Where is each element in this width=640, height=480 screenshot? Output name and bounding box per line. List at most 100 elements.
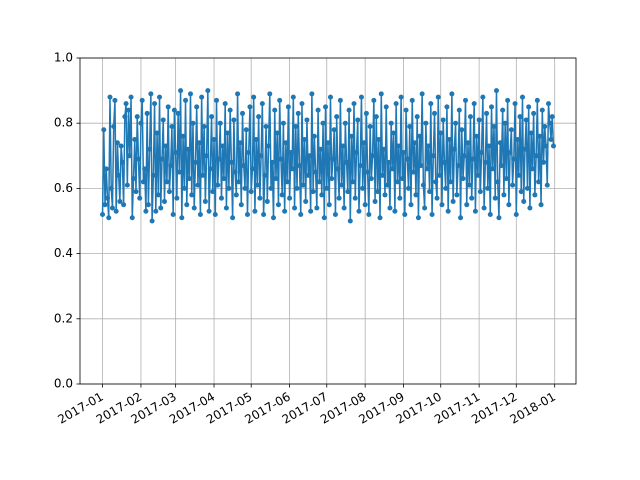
marker	[102, 202, 108, 208]
marker	[221, 176, 227, 182]
marker	[451, 146, 457, 152]
marker	[285, 104, 291, 110]
marker	[293, 123, 299, 129]
marker	[391, 130, 397, 136]
marker	[185, 146, 191, 152]
marker	[112, 97, 118, 103]
marker	[386, 159, 392, 165]
marker	[521, 198, 527, 204]
marker	[435, 94, 441, 100]
marker	[144, 110, 150, 116]
marker	[323, 104, 329, 110]
marker	[142, 166, 148, 172]
marker	[425, 143, 431, 149]
marker	[314, 205, 320, 211]
marker	[129, 215, 135, 221]
marker	[249, 166, 255, 172]
marker	[444, 104, 450, 110]
marker	[223, 205, 229, 211]
marker	[524, 185, 530, 191]
marker	[292, 205, 298, 211]
marker	[257, 195, 263, 201]
marker	[117, 198, 123, 204]
marker	[429, 211, 435, 217]
marker	[135, 156, 141, 162]
marker	[495, 179, 501, 185]
marker	[496, 215, 502, 221]
marker	[268, 185, 274, 191]
marker	[486, 143, 492, 149]
marker	[523, 117, 529, 123]
marker	[170, 211, 176, 217]
marker	[427, 189, 433, 195]
marker	[217, 120, 223, 126]
marker	[526, 104, 532, 110]
marker	[127, 153, 133, 159]
marker	[235, 91, 241, 97]
marker	[280, 120, 286, 126]
marker	[534, 97, 540, 103]
marker	[505, 97, 511, 103]
marker	[458, 215, 464, 221]
marker	[517, 114, 523, 120]
marker	[316, 179, 322, 185]
marker	[231, 117, 237, 123]
marker	[273, 176, 279, 182]
marker	[349, 133, 355, 139]
marker	[278, 156, 284, 162]
marker	[190, 120, 196, 126]
marker	[529, 166, 535, 172]
marker	[438, 130, 444, 136]
marker	[205, 88, 211, 94]
marker	[109, 205, 115, 211]
marker	[508, 127, 514, 133]
marker	[252, 208, 258, 214]
marker	[175, 110, 181, 116]
marker	[382, 192, 388, 198]
marker	[472, 208, 478, 214]
marker	[351, 101, 357, 107]
marker	[501, 192, 507, 198]
marker	[150, 172, 156, 178]
marker	[180, 133, 186, 139]
marker	[467, 114, 473, 120]
marker	[244, 211, 250, 217]
marker	[215, 182, 221, 188]
marker	[377, 215, 383, 221]
marker	[259, 101, 265, 107]
marker	[258, 153, 264, 159]
marker	[108, 185, 114, 191]
marker	[464, 202, 470, 208]
marker	[275, 202, 281, 208]
marker	[324, 185, 330, 191]
marker	[272, 107, 278, 113]
marker	[320, 120, 326, 126]
marker	[474, 133, 480, 139]
marker	[183, 97, 189, 103]
marker	[186, 176, 192, 182]
y-tick-label: 0.0	[54, 377, 73, 391]
marker	[392, 208, 398, 214]
marker	[531, 110, 537, 116]
marker	[455, 163, 461, 169]
marker	[332, 211, 338, 217]
marker	[295, 110, 301, 116]
marker	[158, 205, 164, 211]
marker	[111, 123, 117, 129]
marker	[465, 140, 471, 146]
marker	[396, 143, 402, 149]
marker	[433, 179, 439, 185]
marker	[365, 169, 371, 175]
marker	[306, 153, 312, 159]
marker	[404, 156, 410, 162]
marker	[248, 189, 254, 195]
marker	[368, 176, 374, 182]
marker	[417, 133, 423, 139]
marker	[159, 156, 165, 162]
marker	[477, 189, 483, 195]
marker	[124, 182, 130, 188]
marker	[512, 101, 518, 107]
marker	[157, 94, 163, 100]
marker	[449, 91, 455, 97]
marker	[409, 97, 415, 103]
